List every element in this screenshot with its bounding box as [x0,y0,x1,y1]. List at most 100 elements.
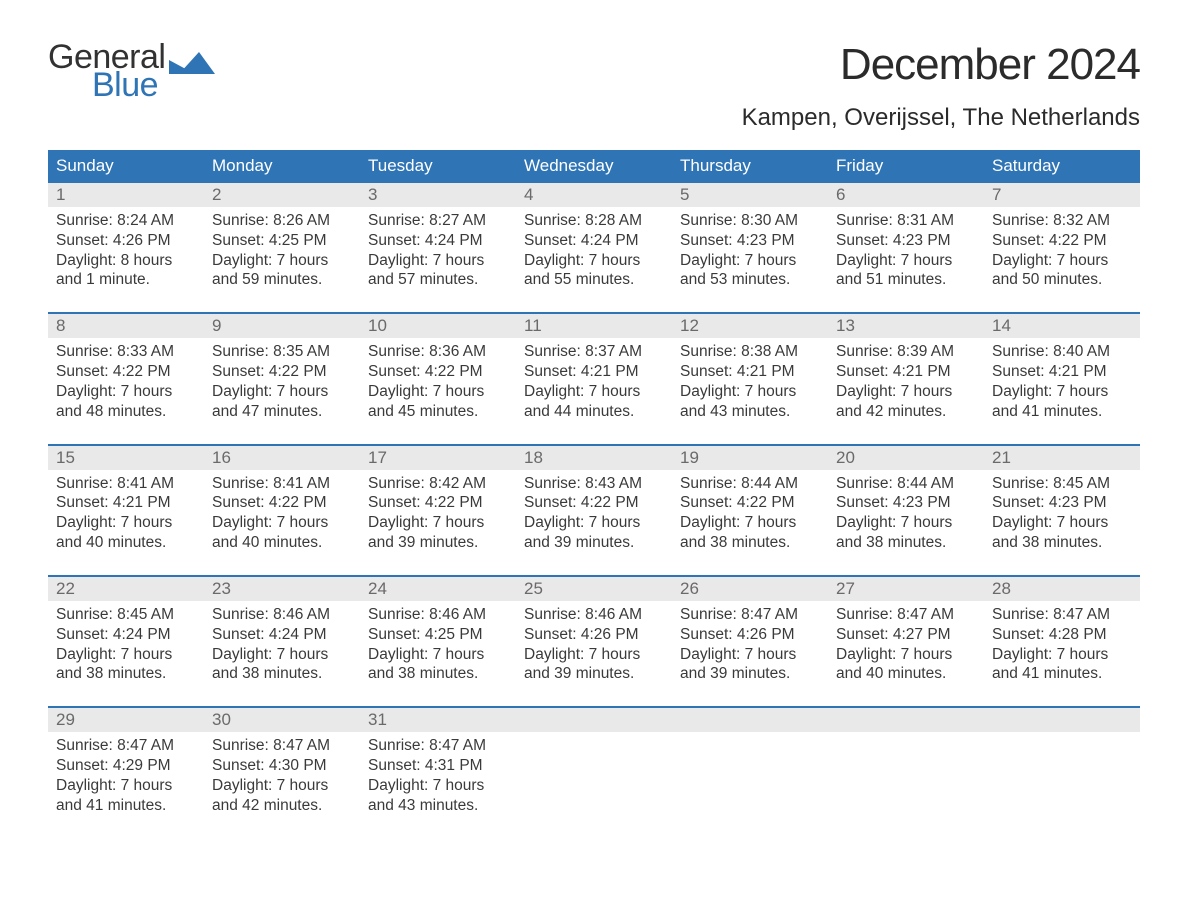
daylight-line-1: Daylight: 7 hours [368,251,508,271]
sunrise-text: Sunrise: 8:46 AM [368,605,508,625]
dow-saturday: Saturday [984,150,1140,183]
day-cell: Sunrise: 8:28 AMSunset: 4:24 PMDaylight:… [516,207,672,290]
day-number: 7 [984,183,1140,207]
sunset-text: Sunset: 4:24 PM [212,625,352,645]
day-number-row: 15161718192021 [48,446,1140,470]
day-number: 14 [984,314,1140,338]
day-cell: Sunrise: 8:47 AMSunset: 4:30 PMDaylight:… [204,732,360,815]
sunset-text: Sunset: 4:21 PM [56,493,196,513]
daylight-line-1: Daylight: 7 hours [836,513,976,533]
daylight-line-2: and 38 minutes. [992,533,1132,553]
title-block: December 2024 Kampen, Overijssel, The Ne… [742,40,1140,132]
daylight-line-2: and 40 minutes. [836,664,976,684]
daylight-line-1: Daylight: 7 hours [992,513,1132,533]
sunrise-text: Sunrise: 8:24 AM [56,211,196,231]
daylight-line-2: and 39 minutes. [524,664,664,684]
sunrise-text: Sunrise: 8:42 AM [368,474,508,494]
sunset-text: Sunset: 4:25 PM [212,231,352,251]
daylight-line-2: and 39 minutes. [524,533,664,553]
day-number [984,708,1140,732]
brand-logo: General Blue [48,40,215,102]
day-cell: Sunrise: 8:46 AMSunset: 4:24 PMDaylight:… [204,601,360,684]
sunset-text: Sunset: 4:21 PM [836,362,976,382]
day-cell: Sunrise: 8:30 AMSunset: 4:23 PMDaylight:… [672,207,828,290]
daylight-line-1: Daylight: 7 hours [56,645,196,665]
sunrise-text: Sunrise: 8:47 AM [836,605,976,625]
calendar-week: 22232425262728Sunrise: 8:45 AMSunset: 4:… [48,575,1140,684]
daylight-line-2: and 38 minutes. [56,664,196,684]
sunset-text: Sunset: 4:22 PM [212,493,352,513]
sunset-text: Sunset: 4:22 PM [992,231,1132,251]
day-cell: Sunrise: 8:37 AMSunset: 4:21 PMDaylight:… [516,338,672,421]
sunset-text: Sunset: 4:21 PM [680,362,820,382]
sunrise-text: Sunrise: 8:47 AM [992,605,1132,625]
day-cell: Sunrise: 8:47 AMSunset: 4:29 PMDaylight:… [48,732,204,815]
sunset-text: Sunset: 4:30 PM [212,756,352,776]
daylight-line-2: and 38 minutes. [680,533,820,553]
sunset-text: Sunset: 4:22 PM [524,493,664,513]
daylight-line-2: and 39 minutes. [680,664,820,684]
daylight-line-2: and 42 minutes. [212,796,352,816]
daylight-line-1: Daylight: 7 hours [680,382,820,402]
day-cell [672,732,828,815]
day-number [672,708,828,732]
day-number: 19 [672,446,828,470]
sunset-text: Sunset: 4:26 PM [524,625,664,645]
day-cell: Sunrise: 8:41 AMSunset: 4:22 PMDaylight:… [204,470,360,553]
day-cell [828,732,984,815]
sunset-text: Sunset: 4:22 PM [368,362,508,382]
daylight-line-1: Daylight: 7 hours [368,382,508,402]
daylight-line-1: Daylight: 7 hours [56,513,196,533]
daylight-line-2: and 39 minutes. [368,533,508,553]
daylight-line-1: Daylight: 7 hours [836,382,976,402]
calendar-week: 1234567Sunrise: 8:24 AMSunset: 4:26 PMDa… [48,183,1140,290]
calendar: Sunday Monday Tuesday Wednesday Thursday… [48,150,1140,816]
sunset-text: Sunset: 4:31 PM [368,756,508,776]
sunrise-text: Sunrise: 8:46 AM [524,605,664,625]
day-number-row: 293031 [48,708,1140,732]
sunset-text: Sunset: 4:22 PM [680,493,820,513]
day-cell: Sunrise: 8:47 AMSunset: 4:26 PMDaylight:… [672,601,828,684]
sunset-text: Sunset: 4:23 PM [836,493,976,513]
day-number: 26 [672,577,828,601]
page-header: General Blue December 2024 Kampen, Overi… [48,40,1140,132]
sunrise-text: Sunrise: 8:45 AM [56,605,196,625]
day-number: 15 [48,446,204,470]
daylight-line-1: Daylight: 8 hours [56,251,196,271]
dow-thursday: Thursday [672,150,828,183]
day-cell [984,732,1140,815]
day-of-week-header: Sunday Monday Tuesday Wednesday Thursday… [48,150,1140,183]
daylight-line-1: Daylight: 7 hours [212,645,352,665]
day-cell: Sunrise: 8:36 AMSunset: 4:22 PMDaylight:… [360,338,516,421]
sunrise-text: Sunrise: 8:41 AM [212,474,352,494]
sunset-text: Sunset: 4:28 PM [992,625,1132,645]
day-cell: Sunrise: 8:43 AMSunset: 4:22 PMDaylight:… [516,470,672,553]
daylight-line-2: and 57 minutes. [368,270,508,290]
daylight-line-1: Daylight: 7 hours [524,645,664,665]
daylight-line-2: and 40 minutes. [212,533,352,553]
calendar-week: 15161718192021Sunrise: 8:41 AMSunset: 4:… [48,444,1140,553]
daylight-line-2: and 38 minutes. [836,533,976,553]
day-cell: Sunrise: 8:44 AMSunset: 4:22 PMDaylight:… [672,470,828,553]
sunrise-text: Sunrise: 8:36 AM [368,342,508,362]
day-number: 11 [516,314,672,338]
sunset-text: Sunset: 4:26 PM [56,231,196,251]
daylight-line-2: and 47 minutes. [212,402,352,422]
sunrise-text: Sunrise: 8:32 AM [992,211,1132,231]
day-cell [516,732,672,815]
day-cell: Sunrise: 8:38 AMSunset: 4:21 PMDaylight:… [672,338,828,421]
daylight-line-2: and 53 minutes. [680,270,820,290]
day-number: 3 [360,183,516,207]
calendar-week: 891011121314Sunrise: 8:33 AMSunset: 4:22… [48,312,1140,421]
day-number: 16 [204,446,360,470]
day-number: 25 [516,577,672,601]
sunset-text: Sunset: 4:26 PM [680,625,820,645]
sunset-text: Sunset: 4:23 PM [836,231,976,251]
daylight-line-1: Daylight: 7 hours [836,251,976,271]
sunrise-text: Sunrise: 8:41 AM [56,474,196,494]
day-number: 24 [360,577,516,601]
day-number: 13 [828,314,984,338]
day-cell: Sunrise: 8:41 AMSunset: 4:21 PMDaylight:… [48,470,204,553]
day-cell: Sunrise: 8:45 AMSunset: 4:23 PMDaylight:… [984,470,1140,553]
sunset-text: Sunset: 4:22 PM [368,493,508,513]
